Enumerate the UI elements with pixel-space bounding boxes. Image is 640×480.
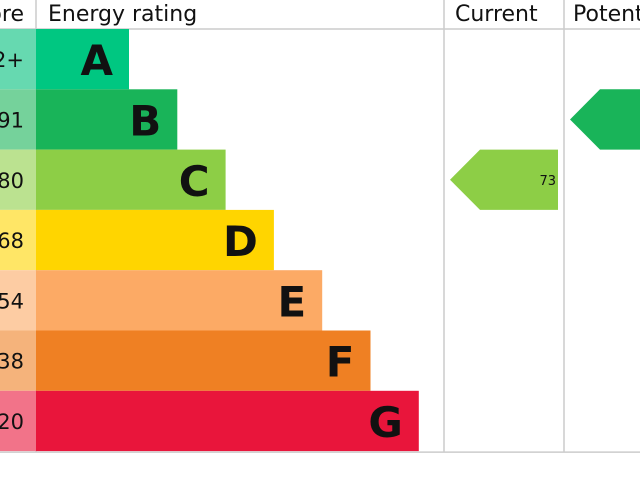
rating-bar (36, 149, 226, 210)
header-energy-rating: Energy rating (48, 2, 197, 27)
score-range: 1-20 (0, 410, 24, 434)
score-cell (0, 29, 36, 90)
current-rating-value: 73 (539, 174, 556, 189)
band-row-e: 39-54 E (0, 270, 323, 331)
band-letter: F (326, 338, 355, 387)
band-row-d: 55-68 D (0, 209, 274, 271)
rating-bar (36, 390, 419, 452)
score-range: 69-80 (0, 169, 24, 193)
rating-bar (36, 29, 129, 90)
band-letter: G (368, 398, 402, 447)
score-cell (0, 209, 36, 271)
score-range: 21-38 (0, 350, 24, 374)
rating-bar (36, 209, 274, 271)
header-score: Score (0, 2, 24, 27)
band-row-a: 92+ A (0, 29, 129, 90)
score-range: 81-91 (0, 108, 24, 132)
band-letter: E (277, 277, 306, 326)
score-range: 39-54 (0, 289, 24, 313)
band-letter: A (80, 36, 113, 85)
score-cell (0, 270, 36, 331)
current-rating-arrow (450, 149, 558, 210)
header-potential: Potential (573, 2, 640, 27)
score-cell (0, 89, 36, 150)
rating-bar (36, 89, 178, 150)
band-row-b: 81-91 B (0, 89, 178, 150)
score-range: 92+ (0, 48, 24, 72)
rating-bar (36, 270, 323, 331)
potential-rating-arrow (570, 89, 640, 150)
score-cell (0, 330, 36, 391)
band-row-f: 21-38 F (0, 330, 371, 391)
band-row-g: 1-20 G (0, 390, 419, 452)
score-range: 55-68 (0, 229, 24, 253)
rating-bar (36, 330, 371, 391)
band-row-c: 69-80 C (0, 149, 226, 210)
score-cell (0, 390, 36, 452)
band-letter: B (129, 96, 161, 145)
score-cell (0, 149, 36, 210)
band-letter: D (223, 217, 258, 266)
band-letter: C (179, 157, 210, 206)
header-current: Current (455, 2, 538, 27)
